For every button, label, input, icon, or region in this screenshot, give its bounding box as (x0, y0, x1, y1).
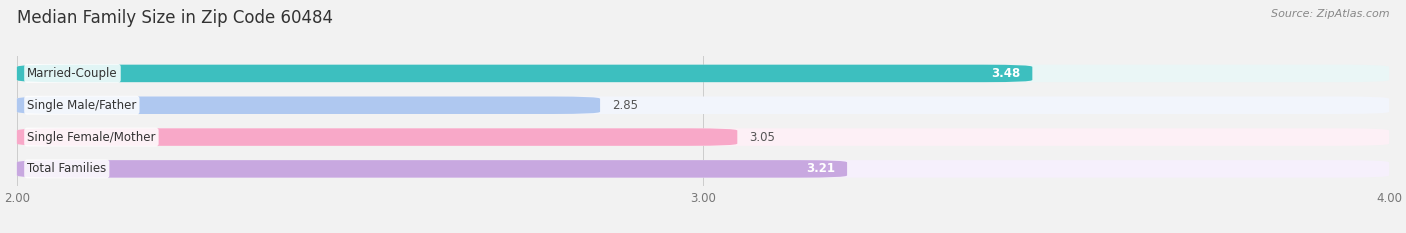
Text: Total Families: Total Families (27, 162, 107, 175)
Text: 2.85: 2.85 (613, 99, 638, 112)
FancyBboxPatch shape (17, 160, 846, 178)
Text: Source: ZipAtlas.com: Source: ZipAtlas.com (1271, 9, 1389, 19)
FancyBboxPatch shape (17, 96, 600, 114)
FancyBboxPatch shape (17, 96, 1389, 114)
Text: 3.21: 3.21 (806, 162, 835, 175)
Text: Married-Couple: Married-Couple (27, 67, 118, 80)
Text: Single Male/Father: Single Male/Father (27, 99, 136, 112)
FancyBboxPatch shape (17, 160, 1389, 178)
Text: 3.05: 3.05 (749, 130, 776, 144)
FancyBboxPatch shape (17, 65, 1032, 82)
Text: Single Female/Mother: Single Female/Mother (27, 130, 156, 144)
Text: 3.48: 3.48 (991, 67, 1019, 80)
Text: Median Family Size in Zip Code 60484: Median Family Size in Zip Code 60484 (17, 9, 333, 27)
FancyBboxPatch shape (17, 128, 1389, 146)
FancyBboxPatch shape (17, 128, 737, 146)
FancyBboxPatch shape (17, 65, 1389, 82)
